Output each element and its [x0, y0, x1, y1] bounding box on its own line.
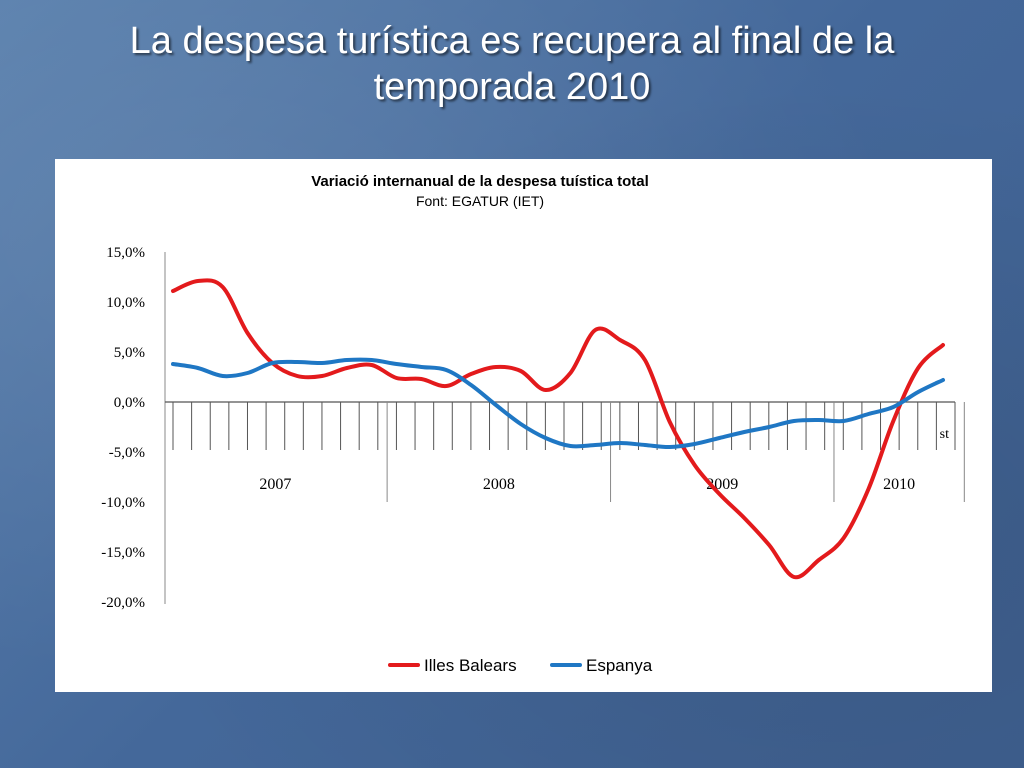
chart-panel: Variació internanual de la despesa tuíst… [55, 159, 992, 692]
y-tick-label: 10,0% [106, 295, 145, 311]
slide-title: La despesa turística es recupera al fina… [0, 18, 1024, 110]
slide-title-line2: temporada 2010 [373, 66, 651, 108]
series-line-espanya [171, 357, 945, 450]
y-tick-label: -10,0% [101, 495, 145, 511]
y-tick-label: -20,0% [101, 595, 145, 611]
series-line-illes-balears [171, 278, 945, 580]
y-tick-label: -15,0% [101, 545, 145, 561]
slide-title-line1: La despesa turística es recupera al fina… [129, 20, 895, 62]
chart-title: Variació internanual de la despesa tuíst… [311, 173, 649, 190]
chart-legend: Illes Balears Espanya [388, 656, 653, 675]
x-year-label: 2008 [483, 476, 515, 493]
y-tick-label: 5,0% [114, 345, 145, 361]
y-tick-label: 0,0% [114, 395, 145, 411]
legend-label: Espanya [586, 656, 653, 675]
y-tick-label: -5,0% [109, 445, 145, 461]
x-year-label: 2007 [259, 476, 291, 493]
x-year-label: 2010 [883, 476, 915, 493]
x-annotation: st [940, 427, 949, 442]
y-tick-label: 15,0% [106, 245, 145, 261]
legend-label: Illes Balears [424, 656, 517, 675]
line-chart: Variació internanual de la despesa tuíst… [101, 173, 965, 675]
chart-axes: 15,0% 10,0% 5,0% 0,0% -5,0% -10,0% -15,0% -20,0… [101, 245, 965, 611]
chart-series [171, 278, 945, 580]
chart-subtitle: Font: EGATUR (IET) [416, 193, 544, 209]
